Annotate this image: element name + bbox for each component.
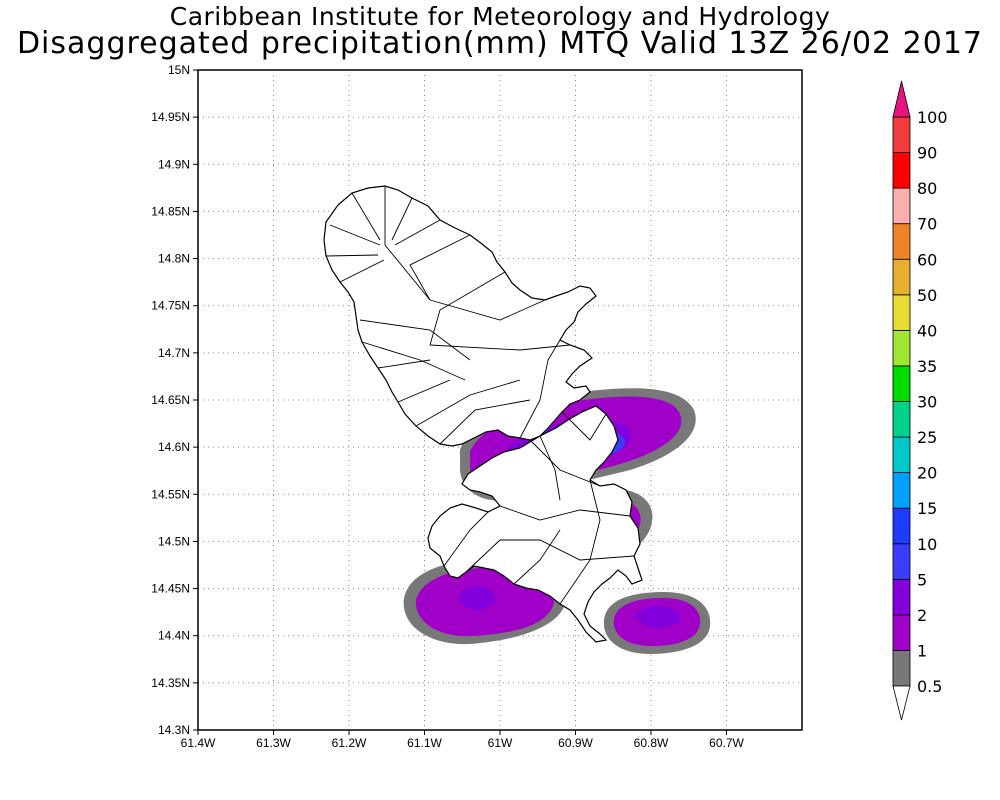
- legend-label: 40: [917, 321, 937, 340]
- legend-label: 80: [917, 179, 937, 198]
- legend-swatch: [892, 116, 911, 153]
- y-tick-label: 15N: [168, 63, 190, 77]
- legend-swatch: [892, 258, 911, 296]
- legend-swatch: [892, 543, 911, 580]
- legend-label: 25: [917, 428, 937, 447]
- legend-swatch: [892, 223, 911, 260]
- legend-swatch: [892, 578, 911, 616]
- y-tick-label: 14.85N: [151, 204, 190, 218]
- martinique-coastline: [323, 185, 643, 643]
- legend-swatch: [892, 614, 911, 651]
- map-frame: [197, 69, 803, 731]
- y-tick-label: 14.9N: [158, 157, 190, 171]
- map-axes: 61.4W 61.3W 61.2W 61.1W 61W 60.9W 60.8W 60.7W 15…: [151, 63, 803, 750]
- legend-label: 1: [917, 641, 927, 660]
- legend-arrow-top: [892, 80, 911, 118]
- legend-label: 20: [917, 464, 937, 483]
- legend-label: 50: [917, 286, 937, 305]
- legend-label: 0.5: [917, 677, 942, 696]
- legend-label: 5: [917, 570, 927, 589]
- precip-core-southeast: [636, 605, 681, 628]
- x-tick-label: 60.9W: [558, 736, 593, 750]
- legend-swatch: [892, 365, 911, 402]
- legend-swatch: [892, 187, 911, 225]
- legend-label: 2: [917, 606, 927, 625]
- x-tick-label: 61W: [488, 736, 513, 750]
- x-tick-label: 61.4W: [181, 736, 216, 750]
- x-tick-label: 60.7W: [709, 736, 744, 750]
- y-tick-label: 14.65N: [151, 393, 190, 407]
- legend-swatch: [892, 329, 911, 367]
- legend-swatch: [892, 472, 911, 509]
- y-tick-label: 14.4N: [158, 629, 190, 643]
- y-tick-label: 14.5N: [158, 534, 190, 548]
- legend-label: 35: [917, 357, 937, 376]
- legend-swatch: [892, 436, 911, 474]
- legend-swatch: [892, 152, 911, 189]
- legend-label: 70: [917, 215, 937, 234]
- x-tick-label: 61.1W: [407, 736, 442, 750]
- legend-label: 15: [917, 499, 937, 518]
- legend-swatch: [892, 507, 911, 545]
- legend-swatch: [892, 294, 911, 331]
- x-tick-label: 61.2W: [332, 736, 367, 750]
- y-tick-label: 14.3N: [158, 723, 190, 737]
- y-tick-label: 14.95N: [151, 110, 190, 124]
- legend-swatch: [892, 401, 911, 438]
- y-tick-label: 14.7N: [158, 346, 190, 360]
- legend-label: 30: [917, 393, 937, 412]
- y-tick-label: 14.8N: [158, 252, 190, 266]
- legend-swatch: [892, 650, 911, 687]
- y-tick-label: 14.45N: [151, 582, 190, 596]
- x-tick-label: 60.8W: [634, 736, 669, 750]
- precip-core-southwest: [459, 586, 496, 610]
- y-tick-label: 14.55N: [151, 487, 190, 501]
- legend-label: 10: [917, 535, 937, 554]
- y-tick-label: 14.35N: [151, 676, 190, 690]
- island-north-body: [323, 185, 597, 447]
- island-central-body: [427, 405, 643, 643]
- map-title: Disaggregated precipitation(mm) MTQ Vali…: [16, 26, 984, 61]
- legend-arrow-bottom: [892, 685, 911, 721]
- legend-label: 100: [917, 108, 948, 127]
- x-tick-label: 61.3W: [256, 736, 291, 750]
- legend-label: 60: [917, 250, 937, 269]
- y-tick-label: 14.6N: [158, 440, 190, 454]
- legend-label: 90: [917, 144, 937, 163]
- header-title: Caribbean Institute for Meteorology and …: [169, 2, 831, 31]
- y-tick-label: 14.75N: [151, 299, 190, 313]
